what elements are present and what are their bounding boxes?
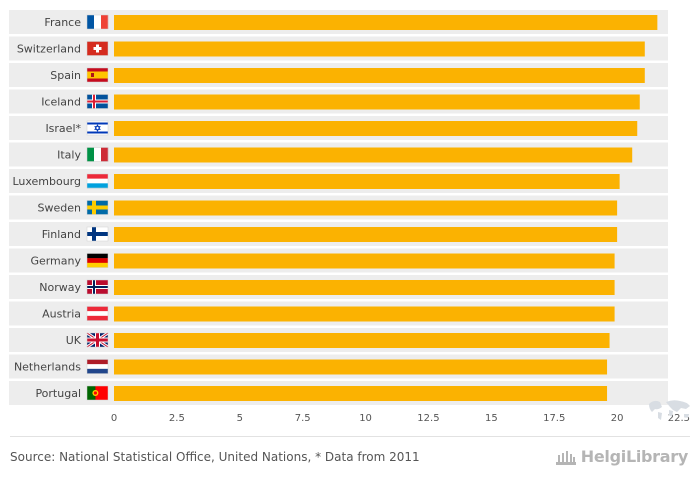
bar (114, 227, 618, 242)
category-label: Finland (42, 228, 81, 241)
category-label: Portugal (35, 387, 81, 400)
library-building-icon (555, 450, 576, 465)
flag-iceland-icon (86, 94, 109, 109)
x-tick-label: 10 (359, 413, 372, 424)
x-tick-label: 2.5 (169, 413, 185, 424)
bar (114, 121, 638, 136)
flag-portugal-icon (86, 385, 109, 401)
category-label: Switzerland (17, 43, 81, 56)
category-label: Sweden (38, 202, 81, 215)
helgi-library-logo[interactable]: HelgiLibrary (555, 447, 688, 466)
flag-norway-icon (86, 279, 109, 295)
x-tick-label: 22.5 (668, 413, 690, 424)
chart-row: Finland (9, 222, 668, 246)
chart-row: Iceland (9, 89, 668, 114)
category-label: Austria (42, 308, 81, 321)
brand-name: HelgiLibrary (580, 447, 689, 466)
flag-germany-icon (86, 253, 109, 268)
category-label: Iceland (41, 96, 81, 109)
category-label: Germany (30, 255, 81, 268)
flag-netherlands-icon (86, 359, 109, 374)
flag-finland-icon (86, 226, 109, 242)
x-tick-label: 17.5 (543, 413, 565, 424)
bar (114, 280, 615, 295)
x-tick-label: 20 (611, 413, 624, 424)
bar (114, 386, 608, 401)
category-label: Luxembourg (12, 175, 81, 188)
chart-row: Sweden (9, 195, 668, 220)
chart-row: Portugal (9, 381, 668, 405)
chart-row: UK (9, 328, 668, 352)
chart-footer: Source: National Statistical Office, Uni… (0, 436, 700, 483)
category-label: Spain (50, 69, 81, 82)
category-label: France (44, 16, 81, 29)
category-label: UK (66, 334, 82, 347)
bar (114, 41, 645, 57)
flag-spain-icon (86, 67, 109, 83)
x-axis: 0 2.5 5 7.5 10 12.5 15 17.5 20 22.5 (111, 413, 690, 424)
category-label: Italy (57, 149, 81, 162)
x-tick-label: 7.5 (295, 413, 311, 424)
world-map-icon (649, 400, 690, 420)
x-tick-label: 12.5 (417, 413, 439, 424)
footer-divider (10, 436, 690, 437)
bar (114, 333, 610, 348)
bar (114, 15, 658, 30)
flag-sweden-icon (86, 200, 109, 215)
chart-row: Austria (9, 301, 668, 326)
bar (114, 147, 633, 163)
bar (114, 174, 620, 189)
chart-row: Germany (9, 248, 668, 273)
flag-luxembourg-icon (86, 173, 109, 189)
flag-israel-icon (86, 120, 109, 136)
category-label: Netherlands (14, 361, 81, 374)
bar (114, 200, 618, 216)
chart-row: Norway (9, 275, 668, 299)
flag-uk-icon (86, 331, 109, 349)
category-label: Norway (39, 281, 81, 294)
flag-austria-icon (86, 306, 109, 321)
bar (114, 68, 645, 83)
x-tick-label: 0 (111, 413, 117, 424)
bar-chart: France Switzerland Spain Iceland Israel* Ital… (9, 10, 690, 424)
bar (114, 359, 608, 375)
category-label: Israel* (45, 122, 81, 135)
x-tick-label: 15 (485, 413, 498, 424)
flag-switzerland-icon (86, 41, 109, 56)
flag-italy-icon (86, 147, 109, 162)
x-tick-label: 5 (237, 413, 243, 424)
chart-row: Israel* (9, 116, 668, 140)
source-note: Source: National Statistical Office, Uni… (10, 450, 420, 464)
bar (114, 253, 615, 269)
bar (114, 94, 640, 110)
chart-row: Italy (9, 142, 668, 167)
flag-france-icon (86, 14, 109, 30)
bar (114, 306, 615, 322)
chart-row: Switzerland (9, 36, 668, 61)
chart-row: Spain (9, 63, 668, 87)
chart-row: Netherlands (9, 354, 668, 379)
chart-row: Luxembourg (9, 169, 668, 193)
chart-row: France (9, 10, 668, 34)
